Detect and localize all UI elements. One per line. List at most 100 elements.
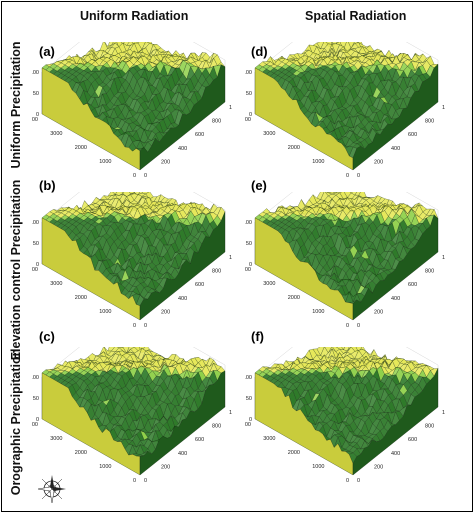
- y-tick-label: 800: [212, 269, 221, 275]
- column-title-uniform-radiation: Uniform Radiation: [80, 9, 189, 23]
- y-tick-label: 200: [161, 309, 170, 315]
- x-tick-label: 1000: [312, 159, 324, 165]
- x-tick-label: 0: [133, 323, 136, 327]
- x-tick-label: 2000: [75, 145, 87, 151]
- panel-label-e: (e): [251, 178, 267, 193]
- panel-label-f: (f): [251, 329, 264, 344]
- z-tick-label: 0: [249, 112, 252, 118]
- x-tick-label: 2000: [288, 450, 300, 456]
- z-tick-label: 100: [245, 375, 252, 381]
- surface-plot-d: 0100020003000400002004006008001000050100: [245, 42, 445, 177]
- panel-label-b: (b): [39, 178, 56, 193]
- y-tick-label: 400: [178, 451, 187, 457]
- surface-plot-a: 0100020003000400002004006008001000050100: [32, 42, 232, 177]
- y-tick-label: 600: [195, 437, 204, 443]
- z-tick-label: 50: [246, 91, 252, 97]
- y-tick-label: 600: [195, 282, 204, 288]
- column-title-spatial-radiation: Spatial Radiation: [305, 9, 407, 23]
- z-tick-label: 0: [36, 417, 39, 423]
- panel-label-c: (c): [39, 329, 55, 344]
- z-tick-label: 0: [36, 112, 39, 118]
- surface-plot-e: 0100020003000400002004006008001000050100: [245, 192, 445, 327]
- z-tick-label: 50: [33, 396, 39, 402]
- z-tick-label: 100: [32, 70, 39, 76]
- x-tick-label: 2000: [288, 145, 300, 151]
- y-tick-label: 800: [212, 424, 221, 430]
- y-tick-label: 0: [144, 323, 147, 327]
- x-tick-label: 2000: [75, 450, 87, 456]
- x-tick-label: 4000: [245, 422, 251, 428]
- x-tick-label: 1000: [312, 309, 324, 315]
- x-tick-label: 0: [346, 478, 349, 482]
- y-tick-label: 800: [212, 119, 221, 125]
- z-tick-label: 50: [33, 241, 39, 247]
- x-tick-label: 2000: [288, 295, 300, 301]
- y-tick-label: 200: [161, 464, 170, 470]
- x-tick-label: 0: [133, 173, 136, 177]
- z-tick-label: 0: [249, 262, 252, 268]
- y-tick-label: 0: [357, 478, 360, 482]
- z-tick-label: 100: [245, 220, 252, 226]
- compass-rose-icon: [36, 473, 68, 505]
- surface-plot-b: 0100020003000400002004006008001000050100: [32, 192, 232, 327]
- x-tick-label: 1000: [312, 464, 324, 470]
- y-tick-label: 1000: [442, 105, 445, 111]
- surface-plot-c: 0100020003000400002004006008001000050100: [32, 347, 232, 482]
- y-tick-label: 0: [144, 478, 147, 482]
- x-tick-label: 1000: [99, 309, 111, 315]
- y-tick-label: 200: [374, 309, 383, 315]
- y-tick-label: 600: [408, 282, 417, 288]
- y-tick-label: 600: [408, 132, 417, 138]
- x-tick-label: 3000: [263, 281, 275, 287]
- z-tick-label: 100: [32, 220, 39, 226]
- y-tick-label: 1000: [229, 410, 232, 416]
- y-tick-label: 400: [391, 451, 400, 457]
- x-tick-label: 0: [133, 478, 136, 482]
- panel-label-d: (d): [251, 44, 268, 59]
- x-tick-label: 4000: [245, 267, 251, 273]
- y-tick-label: 0: [357, 323, 360, 327]
- z-tick-label: 100: [245, 70, 252, 76]
- z-tick-label: 50: [33, 91, 39, 97]
- x-tick-label: 2000: [75, 295, 87, 301]
- z-tick-label: 100: [32, 375, 39, 381]
- y-tick-label: 400: [391, 146, 400, 152]
- x-tick-label: 0: [346, 173, 349, 177]
- x-tick-label: 4000: [32, 422, 38, 428]
- y-tick-label: 800: [425, 424, 434, 430]
- x-tick-label: 4000: [245, 117, 251, 123]
- y-tick-label: 200: [161, 159, 170, 165]
- y-tick-label: 1000: [229, 255, 232, 261]
- x-tick-label: 4000: [32, 117, 38, 123]
- y-tick-label: 1000: [229, 105, 232, 111]
- y-tick-label: 600: [195, 132, 204, 138]
- y-tick-label: 200: [374, 159, 383, 165]
- z-tick-label: 50: [246, 241, 252, 247]
- y-tick-label: 600: [408, 437, 417, 443]
- x-tick-label: 1000: [99, 464, 111, 470]
- x-tick-label: 1000: [99, 159, 111, 165]
- x-tick-label: 3000: [50, 131, 62, 137]
- y-tick-label: 0: [144, 173, 147, 177]
- x-tick-label: 3000: [50, 436, 62, 442]
- y-tick-label: 0: [357, 173, 360, 177]
- y-tick-label: 800: [425, 119, 434, 125]
- y-tick-label: 1000: [442, 255, 445, 261]
- z-tick-label: 0: [36, 262, 39, 268]
- y-tick-label: 800: [425, 269, 434, 275]
- x-tick-label: 3000: [50, 281, 62, 287]
- x-tick-label: 4000: [32, 267, 38, 273]
- y-tick-label: 400: [391, 296, 400, 302]
- y-tick-label: 200: [374, 464, 383, 470]
- x-tick-label: 0: [346, 323, 349, 327]
- z-tick-label: 50: [246, 396, 252, 402]
- x-tick-label: 3000: [263, 436, 275, 442]
- panel-label-a: (a): [39, 44, 55, 59]
- y-tick-label: 400: [178, 296, 187, 302]
- surface-plot-f: 0100020003000400002004006008001000050100: [245, 347, 445, 482]
- z-tick-label: 0: [249, 417, 252, 423]
- x-tick-label: 3000: [263, 131, 275, 137]
- y-tick-label: 1000: [442, 410, 445, 416]
- y-tick-label: 400: [178, 146, 187, 152]
